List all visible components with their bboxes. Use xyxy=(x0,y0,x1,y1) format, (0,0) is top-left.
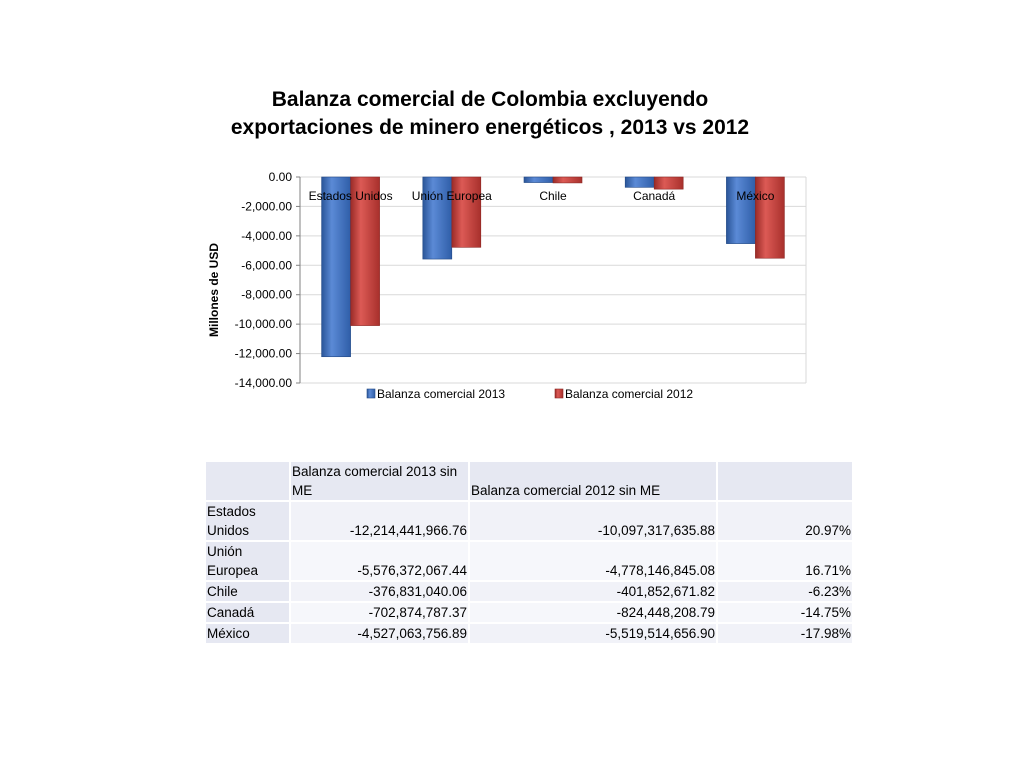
row-change: 20.97% xyxy=(716,500,854,542)
row-name: Chile xyxy=(204,580,291,603)
data-table: Balanza comercial 2013 sin ME Balanza co… xyxy=(204,460,854,645)
y-tick-label: -14,000.00 xyxy=(235,376,293,390)
bar-2013 xyxy=(321,176,351,358)
y-axis-title: Millones de USD xyxy=(207,243,221,337)
y-tick-label: -12,000.00 xyxy=(235,347,293,361)
legend-label: Balanza comercial 2012 xyxy=(565,387,693,401)
bar-2012 xyxy=(755,176,785,259)
bar-chart: 0.00 -2,000.00 -4,000.00 -6,000.00 -8,000.00… xyxy=(207,170,807,401)
table-row: Unión Europea -5,576,372,067.44 -4,778,146… xyxy=(204,540,854,582)
row-value-2012: -4,778,146,845.08 xyxy=(468,540,718,582)
category-label: México xyxy=(736,189,774,203)
legend-item: Balanza comercial 2013 xyxy=(366,387,505,401)
row-value-2013: -376,831,040.06 xyxy=(289,580,470,603)
category-label: Unión Europea xyxy=(412,189,492,203)
row-value-2012: -824,448,208.79 xyxy=(468,601,718,624)
row-change: 16.71% xyxy=(716,540,854,582)
row-value-2012: -401,852,671.82 xyxy=(468,580,718,603)
row-value-2012: -5,519,514,656.90 xyxy=(468,622,718,645)
row-name: Estados Unidos xyxy=(204,500,291,542)
bar-2012 xyxy=(350,176,380,326)
row-name: Canadá xyxy=(204,601,291,624)
legend-swatch xyxy=(366,388,376,399)
row-value-2013: -12,214,441,966.76 xyxy=(289,500,470,542)
table-header-2012: Balanza comercial 2012 sin ME xyxy=(468,460,718,502)
legend: Balanza comercial 2013 Balanza comercial … xyxy=(366,387,693,401)
row-name: Unión Europea xyxy=(204,540,291,582)
bar-2013 xyxy=(726,176,756,244)
bar-2012 xyxy=(653,176,684,190)
bars xyxy=(321,176,785,358)
table-row: Chile -376,831,040.06 -401,852,671.82 -6.23… xyxy=(204,580,854,603)
table-header-blank xyxy=(204,460,291,502)
bar-2012 xyxy=(451,176,482,248)
table-header-2013: Balanza comercial 2013 sin ME xyxy=(289,460,470,502)
table-header-change xyxy=(716,460,854,502)
y-tick-label: -6,000.00 xyxy=(241,258,292,272)
category-label: Chile xyxy=(539,189,567,203)
chart-title: Balanza comercial de Colombia excluyendo… xyxy=(190,86,790,142)
category-labels: Estados Unidos Unión Europea Chile Canadá Mé… xyxy=(309,189,775,203)
bar-2012 xyxy=(552,176,583,184)
chart-title-line-2: exportaciones de minero energéticos , 20… xyxy=(230,116,750,139)
gridlines xyxy=(300,176,807,384)
bar-2013 xyxy=(523,176,554,183)
table-row: México -4,527,063,756.89 -5,519,514,656.90… xyxy=(204,622,854,645)
bar-2013 xyxy=(624,176,655,188)
row-change: -14.75% xyxy=(716,601,854,624)
table-row: Estados Unidos -12,214,441,966.76 -10,097,… xyxy=(204,500,854,542)
y-tick-label: -2,000.00 xyxy=(241,199,292,213)
y-tick-label: -4,000.00 xyxy=(241,229,292,243)
y-tick-label: -8,000.00 xyxy=(241,288,292,302)
row-change: -6.23% xyxy=(716,580,854,603)
row-value-2013: -702,874,787.37 xyxy=(289,601,470,624)
row-change: -17.98% xyxy=(716,622,854,645)
row-value-2013: -4,527,063,756.89 xyxy=(289,622,470,645)
legend-swatch xyxy=(554,388,564,399)
category-label: Estados Unidos xyxy=(309,189,393,203)
y-tick-label: 0.00 xyxy=(269,170,293,184)
legend-label: Balanza comercial 2013 xyxy=(377,387,505,401)
row-value-2012: -10,097,317,635.88 xyxy=(468,500,718,542)
row-name: México xyxy=(204,622,291,645)
category-label: Canadá xyxy=(633,189,675,203)
legend-item: Balanza comercial 2012 xyxy=(554,387,693,401)
table-header-row: Balanza comercial 2013 sin ME Balanza co… xyxy=(204,460,854,502)
table-row: Canadá -702,874,787.37 -824,448,208.79 -14.… xyxy=(204,601,854,624)
y-axis: 0.00 -2,000.00 -4,000.00 -6,000.00 -8,000.00… xyxy=(235,170,301,390)
y-tick-label: -10,000.00 xyxy=(235,317,293,331)
row-value-2013: -5,576,372,067.44 xyxy=(289,540,470,582)
chart-title-line-1: Balanza comercial de Colombia excluyendo xyxy=(271,88,709,111)
